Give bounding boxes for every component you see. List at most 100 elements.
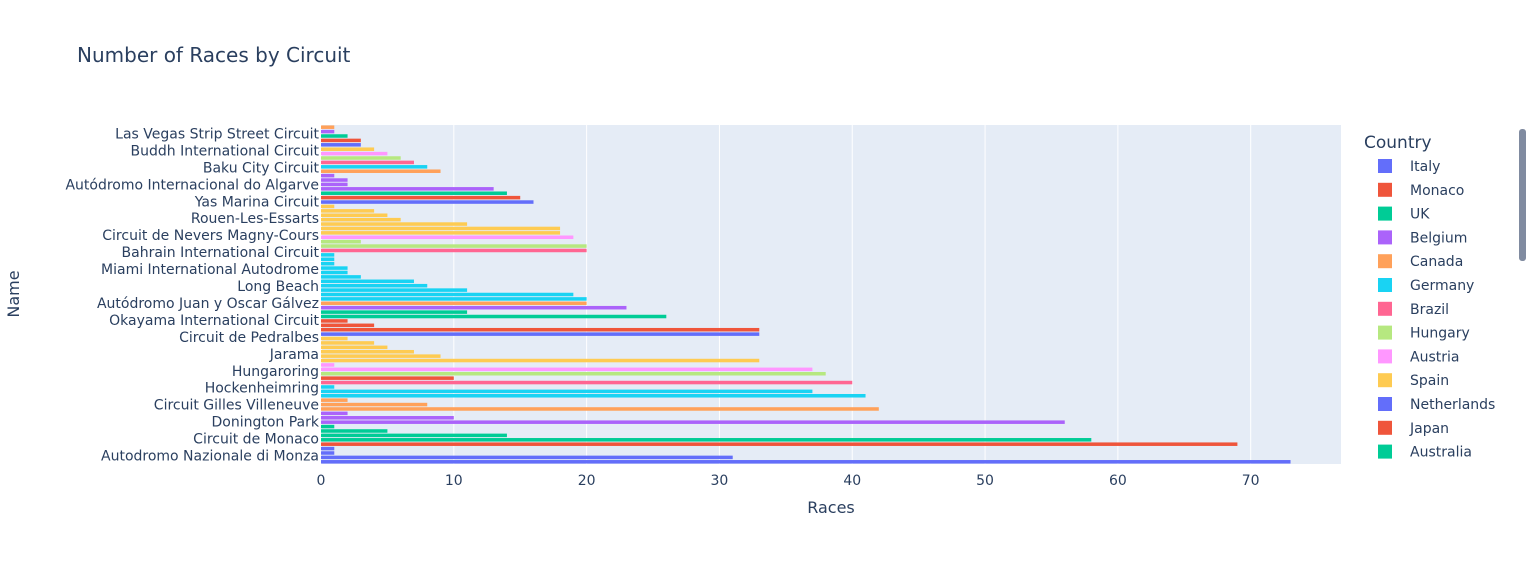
bar[interactable] (321, 411, 348, 416)
y-tick-label: Donington Park (211, 415, 319, 431)
bar[interactable] (321, 165, 428, 169)
bar[interactable] (321, 213, 388, 218)
bar[interactable] (321, 283, 428, 288)
bar[interactable] (321, 376, 454, 380)
bar[interactable] (321, 345, 388, 350)
bar[interactable] (321, 398, 348, 402)
bar[interactable] (321, 310, 468, 314)
bar[interactable] (321, 248, 587, 253)
bar[interactable] (321, 446, 335, 451)
y-tick-label: Rouen-Les-Essarts (191, 211, 319, 227)
bar[interactable] (321, 125, 335, 129)
bar[interactable] (321, 292, 574, 297)
bar[interactable] (321, 393, 866, 398)
bar[interactable] (321, 288, 468, 292)
bar[interactable] (321, 244, 587, 248)
legend-item[interactable]: Japan (1378, 420, 1449, 437)
bar[interactable] (321, 297, 587, 301)
bar[interactable] (321, 389, 813, 394)
bar[interactable] (321, 222, 468, 226)
bar[interactable] (321, 156, 401, 160)
bar[interactable] (321, 438, 1092, 442)
bar[interactable] (321, 332, 760, 336)
legend-label: Brazil (1410, 302, 1449, 318)
bar[interactable] (321, 301, 587, 306)
legend-item[interactable]: UK (1378, 206, 1430, 223)
bar[interactable] (321, 266, 348, 270)
bar[interactable] (321, 178, 348, 182)
bar[interactable] (321, 341, 375, 345)
bar[interactable] (321, 455, 733, 460)
bar[interactable] (321, 363, 335, 367)
bar[interactable] (321, 173, 335, 178)
bar[interactable] (321, 402, 428, 407)
bar[interactable] (321, 261, 335, 266)
bar[interactable] (321, 354, 441, 358)
bar[interactable] (321, 129, 335, 134)
bar[interactable] (321, 169, 441, 173)
bar[interactable] (321, 235, 574, 240)
bar[interactable] (321, 195, 521, 200)
bar[interactable] (321, 275, 361, 279)
bar[interactable] (321, 451, 335, 455)
bar[interactable] (321, 371, 826, 376)
chart-title: Number of Races by Circuit (77, 43, 351, 67)
legend-item[interactable]: Australia (1378, 444, 1472, 461)
bar[interactable] (321, 151, 388, 156)
bar[interactable] (321, 349, 414, 354)
bar[interactable] (321, 424, 335, 429)
bar[interactable] (321, 314, 667, 319)
bar[interactable] (321, 226, 561, 231)
legend-item[interactable]: Germany (1378, 278, 1474, 294)
legend-scrollbar[interactable] (1519, 129, 1526, 261)
legend-item[interactable]: Brazil (1378, 301, 1449, 318)
bar[interactable] (321, 380, 853, 385)
bar[interactable] (321, 138, 361, 143)
y-tick-label: Miami International Autodrome (101, 262, 319, 278)
legend-item[interactable]: Belgium (1378, 230, 1467, 246)
bar[interactable] (321, 187, 494, 191)
bar[interactable] (321, 460, 1291, 464)
bar[interactable] (321, 279, 414, 284)
bar[interactable] (321, 270, 348, 275)
bar[interactable] (321, 204, 335, 209)
bar[interactable] (321, 367, 813, 372)
bar[interactable] (321, 416, 454, 420)
bar[interactable] (321, 323, 375, 328)
bar[interactable] (321, 257, 335, 262)
bar[interactable] (321, 433, 507, 438)
y-tick-label: Bahrain International Circuit (122, 245, 320, 261)
legend-swatch (1378, 182, 1392, 197)
bar[interactable] (321, 239, 361, 244)
bar[interactable] (321, 160, 414, 165)
legend-item[interactable]: Canada (1378, 254, 1463, 270)
bar[interactable] (321, 319, 348, 323)
bar[interactable] (321, 253, 335, 257)
bar[interactable] (321, 191, 507, 196)
legend-item[interactable]: Austria (1378, 349, 1459, 365)
bar[interactable] (321, 200, 534, 204)
bar[interactable] (321, 209, 375, 213)
legend-swatch (1378, 373, 1392, 388)
bar[interactable] (321, 147, 375, 151)
legend-item[interactable]: Hungary (1378, 325, 1470, 342)
bar[interactable] (321, 420, 1065, 424)
bar[interactable] (321, 305, 627, 310)
bar[interactable] (321, 385, 335, 389)
bar[interactable] (321, 327, 760, 332)
bar[interactable] (321, 182, 348, 187)
bar[interactable] (321, 442, 1238, 446)
legend-item[interactable]: Italy (1378, 159, 1440, 175)
legend-item[interactable]: Netherlands (1378, 397, 1495, 413)
bar[interactable] (321, 407, 879, 411)
legend-scrollbar-thumb[interactable] (1519, 129, 1526, 261)
bar[interactable] (321, 358, 760, 363)
bar[interactable] (321, 143, 361, 147)
legend-item[interactable]: Spain (1378, 373, 1449, 389)
bar[interactable] (321, 336, 348, 341)
bar[interactable] (321, 134, 348, 138)
legend-item[interactable]: Monaco (1378, 182, 1464, 199)
bar[interactable] (321, 217, 401, 222)
bar[interactable] (321, 429, 388, 433)
bar[interactable] (321, 231, 561, 235)
